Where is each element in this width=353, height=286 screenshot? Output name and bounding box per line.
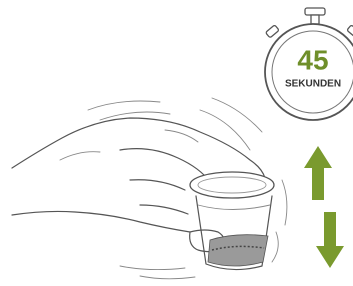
illustration: 45 SEKUNDEN [0, 0, 353, 286]
page: {"stopwatch": {"value": "45", "unit": "S… [0, 0, 353, 286]
container [190, 172, 274, 270]
stopwatch-unit: SEKUNDEN [285, 79, 341, 90]
shake-arrows [304, 146, 344, 268]
stopwatch-value: 45 [297, 44, 328, 75]
stopwatch: 45 SEKUNDEN [265, 8, 353, 120]
